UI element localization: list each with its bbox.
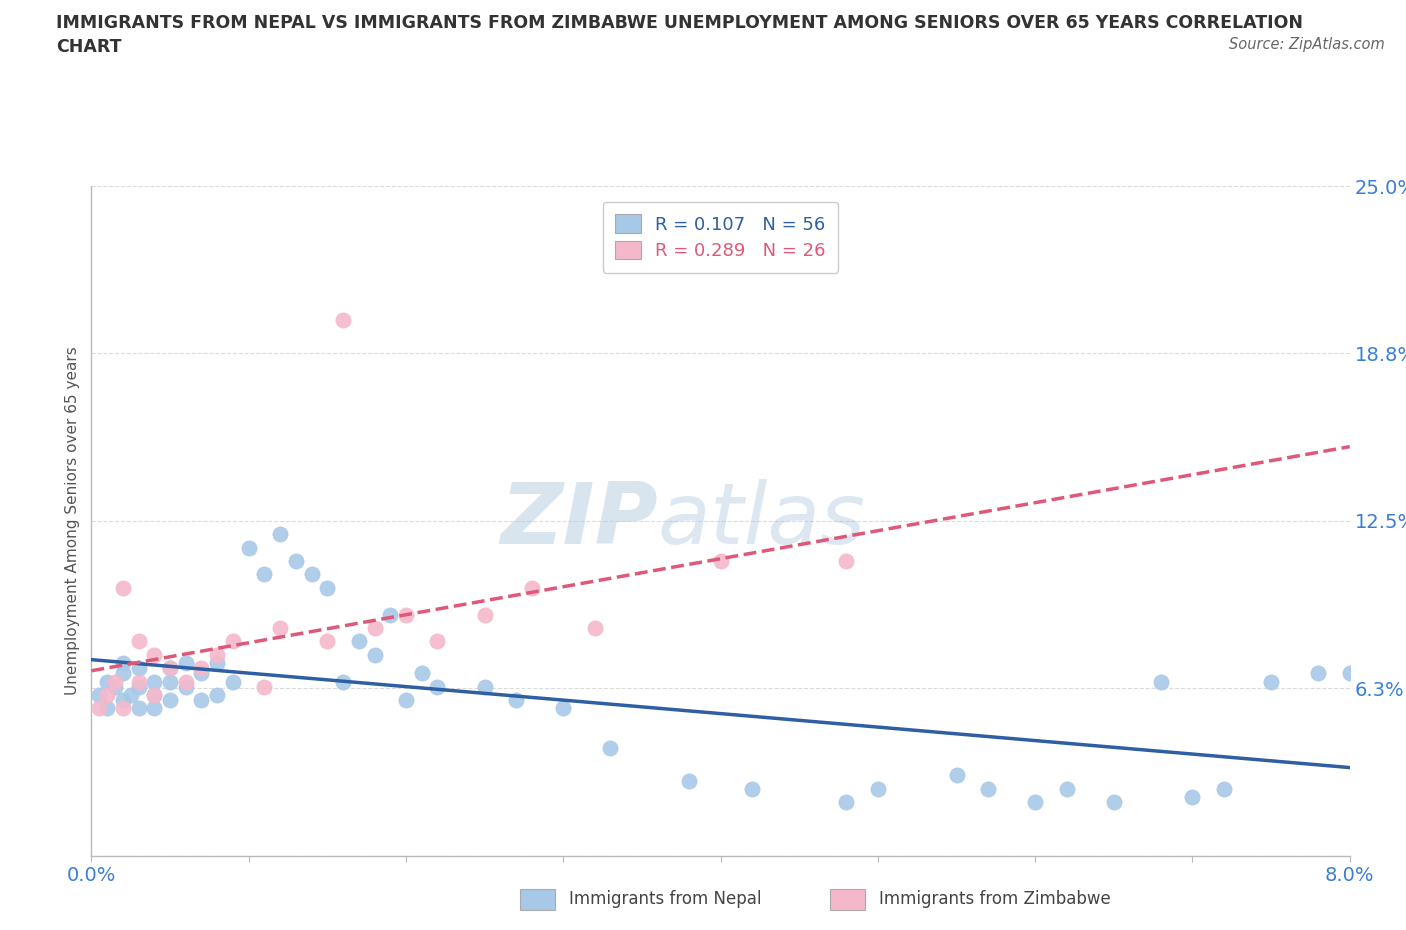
Y-axis label: Unemployment Among Seniors over 65 years: Unemployment Among Seniors over 65 years <box>65 347 80 696</box>
Point <box>159 693 181 708</box>
Point <box>332 312 354 327</box>
Point <box>205 687 228 702</box>
Point <box>205 656 228 671</box>
Point <box>977 781 1000 796</box>
Point <box>284 553 307 568</box>
Point <box>835 794 858 809</box>
Point <box>143 647 166 662</box>
Point <box>238 540 260 555</box>
Text: Immigrants from Nepal: Immigrants from Nepal <box>569 890 762 909</box>
Point <box>505 693 527 708</box>
Point <box>159 674 181 689</box>
Point <box>253 680 276 695</box>
Point <box>96 687 118 702</box>
Point <box>1056 781 1078 796</box>
Point <box>174 674 197 689</box>
Point <box>741 781 763 796</box>
Point <box>520 580 543 595</box>
Point <box>128 660 150 675</box>
Point <box>332 674 354 689</box>
Text: Immigrants from Zimbabwe: Immigrants from Zimbabwe <box>879 890 1111 909</box>
Point <box>945 768 967 783</box>
Point <box>678 773 700 788</box>
Point <box>583 620 606 635</box>
Point <box>1024 794 1046 809</box>
Point <box>190 660 212 675</box>
Point <box>128 680 150 695</box>
Point <box>111 693 134 708</box>
Point <box>1339 666 1361 681</box>
Point <box>316 634 339 649</box>
Point <box>269 526 291 541</box>
Point <box>96 674 118 689</box>
Point <box>395 607 418 622</box>
Point <box>222 674 245 689</box>
Point <box>316 580 339 595</box>
Point <box>1260 674 1282 689</box>
Point <box>104 674 127 689</box>
Text: atlas: atlas <box>658 479 866 563</box>
Point <box>111 656 134 671</box>
Point <box>866 781 889 796</box>
Point <box>347 634 370 649</box>
Point <box>301 567 323 582</box>
Legend: R = 0.107   N = 56, R = 0.289   N = 26: R = 0.107 N = 56, R = 0.289 N = 26 <box>603 202 838 272</box>
Point <box>474 607 496 622</box>
Text: Source: ZipAtlas.com: Source: ZipAtlas.com <box>1229 37 1385 52</box>
Point <box>89 687 111 702</box>
Point <box>89 701 111 716</box>
Point <box>143 674 166 689</box>
Point <box>143 701 166 716</box>
Point <box>104 680 127 695</box>
Point <box>190 693 212 708</box>
Point <box>1181 790 1204 804</box>
Point <box>380 607 402 622</box>
Text: IMMIGRANTS FROM NEPAL VS IMMIGRANTS FROM ZIMBABWE UNEMPLOYMENT AMONG SENIORS OVE: IMMIGRANTS FROM NEPAL VS IMMIGRANTS FROM… <box>56 14 1303 56</box>
Point <box>120 687 142 702</box>
Point <box>143 687 166 702</box>
Point <box>1102 794 1125 809</box>
Point <box>128 701 150 716</box>
Point <box>1308 666 1330 681</box>
Point <box>111 666 134 681</box>
Point <box>426 680 449 695</box>
Point <box>1212 781 1234 796</box>
Point <box>363 620 385 635</box>
Text: ZIP: ZIP <box>501 479 658 563</box>
Point <box>143 687 166 702</box>
Point <box>835 553 858 568</box>
Point <box>190 666 212 681</box>
Point <box>599 741 621 756</box>
Point <box>96 701 118 716</box>
Point <box>222 634 245 649</box>
Point <box>474 680 496 695</box>
Point <box>159 660 181 675</box>
Point <box>159 660 181 675</box>
Point <box>128 634 150 649</box>
Point <box>395 693 418 708</box>
Point <box>111 580 134 595</box>
Point <box>269 620 291 635</box>
Point <box>411 666 433 681</box>
Point <box>128 674 150 689</box>
Point <box>363 647 385 662</box>
Point <box>111 701 134 716</box>
Point <box>709 553 731 568</box>
Point <box>1150 674 1173 689</box>
Point <box>553 701 575 716</box>
Point <box>174 656 197 671</box>
Point <box>174 680 197 695</box>
Point <box>253 567 276 582</box>
Point <box>426 634 449 649</box>
Point <box>205 647 228 662</box>
